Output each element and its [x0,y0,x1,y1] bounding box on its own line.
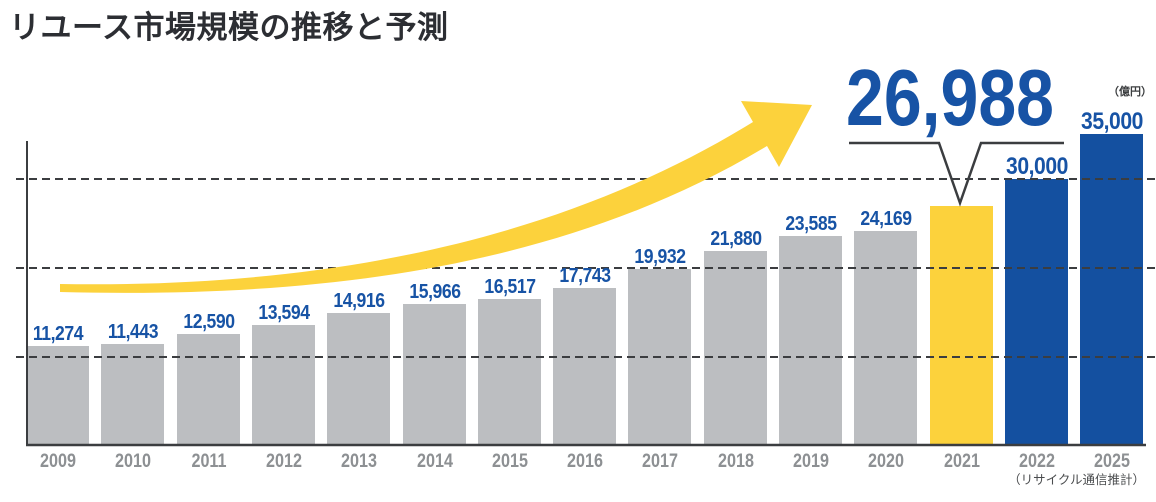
bar-2016 [553,288,616,446]
year-label-2020: 2020 [867,451,904,472]
year-label-2018: 2018 [717,451,754,472]
year-label-2017: 2017 [641,451,678,472]
bar-2014 [403,304,466,446]
year-label-2013: 2013 [340,451,377,472]
bar-2015 [478,299,541,446]
bar-2012 [252,325,315,446]
value-label-2010: 11,443 [107,321,158,343]
value-label-2022: 30,000 [1005,153,1068,180]
year-label-2019: 2019 [792,451,829,472]
bar-2011 [177,334,240,446]
year-label-2025: 2025 [1093,451,1130,472]
unit-label: （億円） [1108,86,1152,98]
bar-2025 [1080,134,1143,446]
value-label-2012: 13,594 [257,302,310,324]
highlight-value: 26,988 [846,53,1054,142]
year-label-2021: 2021 [943,451,980,472]
bar-2013 [327,313,390,446]
bar-2010 [101,344,164,446]
value-label-2020: 24,169 [859,208,912,230]
year-label-2011: 2011 [190,451,227,472]
year-label-2014: 2014 [416,451,453,472]
year-label-2015: 2015 [491,451,528,472]
value-label-2016: 17,743 [558,265,611,287]
year-label-2010: 2010 [114,451,151,472]
page-title: リユース市場規模の推移と予測 [9,10,449,45]
value-label-2025: 35,000 [1080,108,1143,135]
value-label-2013: 14,916 [332,290,385,312]
year-label-2022: 2022 [1018,451,1055,472]
bar-2009 [26,346,89,446]
bar-2020 [854,231,917,446]
value-label-2011: 12,590 [182,311,235,333]
source-note: （リサイクル通信推計） [1008,473,1145,487]
year-label-2009: 2009 [39,451,76,472]
bar-2022 [1005,179,1068,446]
value-label-2017: 19,932 [633,246,686,268]
bar-2021 [930,206,993,446]
value-label-2009: 11,274 [32,323,83,345]
year-label-2012: 2012 [265,451,302,472]
year-label-2016: 2016 [566,451,603,472]
